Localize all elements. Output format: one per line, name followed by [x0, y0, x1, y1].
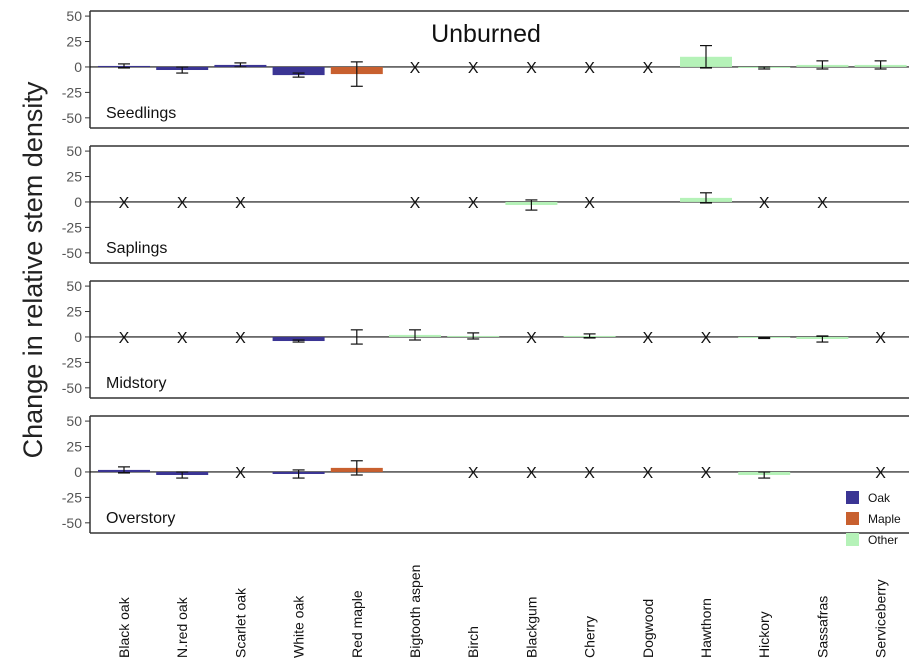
y-tick-label: 50 — [66, 413, 82, 429]
absent-marker: X — [177, 195, 188, 212]
y-tick-label: -25 — [62, 354, 82, 370]
absent-marker: X — [642, 465, 653, 482]
x-tick-label: Dogwood — [640, 599, 656, 658]
absent-marker: X — [642, 60, 653, 77]
x-tick-label: Blackgum — [523, 597, 539, 658]
absent-marker: X — [235, 330, 246, 347]
x-tick-label: Serviceberry — [873, 579, 889, 658]
absent-marker: X — [584, 195, 595, 212]
bar — [272, 336, 325, 342]
absent-marker: X — [701, 330, 712, 347]
x-tick-label: Scarlet oak — [232, 587, 248, 658]
panel-label: Saplings — [106, 240, 167, 257]
absent-marker: X — [701, 465, 712, 482]
x-tick-label: Birch — [465, 626, 481, 658]
legend-swatch — [846, 491, 859, 504]
absent-marker: X — [875, 330, 886, 347]
y-tick-label: 25 — [66, 304, 82, 320]
y-tick-label: -50 — [62, 245, 82, 261]
absent-marker: X — [526, 60, 537, 77]
absent-marker: X — [468, 465, 479, 482]
y-tick-label: 25 — [66, 34, 82, 50]
x-tick-label: Black oak — [116, 596, 132, 658]
y-tick-label: 0 — [74, 464, 82, 480]
chart-title: Unburned — [431, 20, 541, 48]
legend-label: Maple — [868, 512, 901, 526]
y-axis-title: Change in relative stem density — [18, 81, 48, 458]
absent-marker: X — [468, 60, 479, 77]
absent-marker: X — [468, 195, 479, 212]
y-tick-label: -50 — [62, 515, 82, 531]
y-tick-label: -25 — [62, 489, 82, 505]
x-tick-label: Sassafras — [814, 596, 830, 658]
y-tick-label: 50 — [66, 278, 82, 294]
legend-label: Oak — [868, 491, 891, 505]
absent-marker: X — [119, 330, 130, 347]
x-tick-label: Hickory — [756, 611, 772, 658]
absent-marker: X — [584, 465, 595, 482]
y-tick-label: -25 — [62, 219, 82, 235]
absent-marker: X — [119, 195, 130, 212]
legend-label: Other — [868, 533, 898, 547]
absent-marker: X — [410, 195, 421, 212]
absent-marker: X — [642, 330, 653, 347]
y-tick-label: 25 — [66, 439, 82, 455]
x-tick-label: Bigtooth aspen — [407, 565, 423, 658]
absent-marker: X — [235, 465, 246, 482]
panel-label: Seedlings — [106, 105, 176, 122]
x-tick-label: Red maple — [349, 590, 365, 658]
y-tick-label: 50 — [66, 8, 82, 24]
y-tick-label: 0 — [74, 59, 82, 75]
absent-marker: X — [584, 60, 595, 77]
x-tick-label: Hawthorn — [698, 598, 714, 658]
absent-marker: X — [177, 330, 188, 347]
legend-swatch — [846, 533, 859, 546]
y-tick-label: -25 — [62, 84, 82, 100]
absent-marker: X — [410, 60, 421, 77]
absent-marker: X — [759, 195, 770, 212]
absent-marker: X — [235, 195, 246, 212]
legend-swatch — [846, 512, 859, 525]
x-tick-label: N.red oak — [174, 596, 190, 658]
absent-marker: X — [526, 330, 537, 347]
x-tick-label: White oak — [291, 595, 307, 658]
y-tick-label: -50 — [62, 110, 82, 126]
absent-marker: X — [526, 465, 537, 482]
panel-label: Midstory — [106, 375, 166, 392]
panel-label: Overstory — [106, 510, 175, 527]
y-tick-label: 50 — [66, 143, 82, 159]
y-axis-title-container: Change in relative stem density — [0, 0, 60, 560]
y-tick-label: 25 — [66, 169, 82, 185]
absent-marker: X — [817, 195, 828, 212]
absent-marker: X — [875, 465, 886, 482]
y-tick-label: 0 — [74, 194, 82, 210]
bar — [272, 66, 325, 76]
x-tick-label: Cherry — [582, 616, 598, 658]
y-tick-label: -50 — [62, 380, 82, 396]
y-tick-label: 0 — [74, 329, 82, 345]
